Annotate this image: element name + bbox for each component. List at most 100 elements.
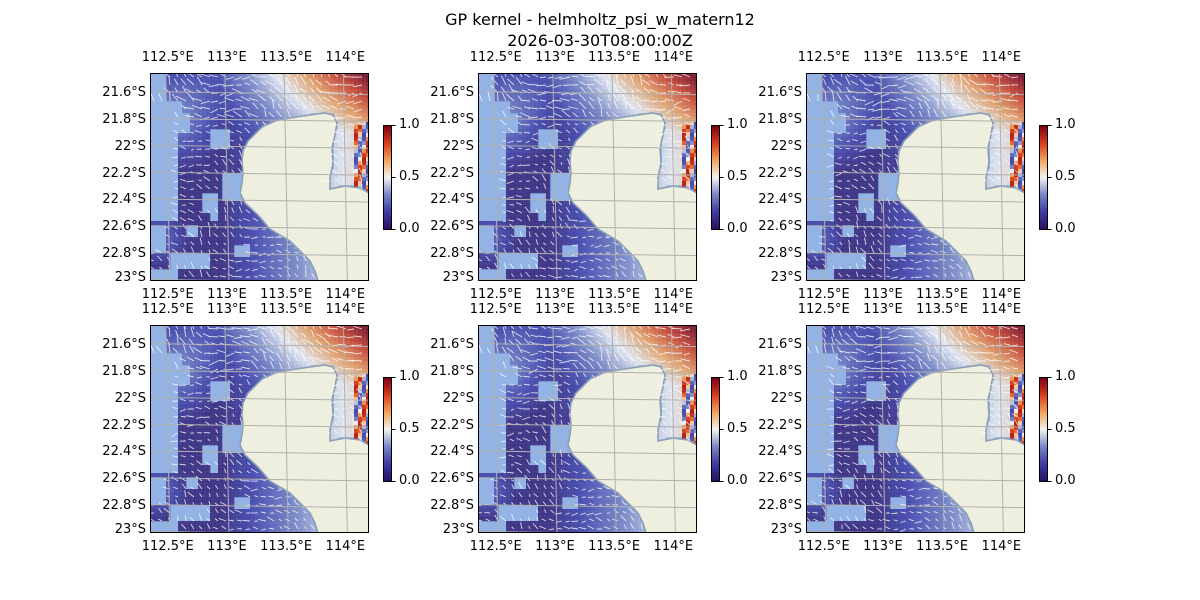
lat-tick-label: 22.8°S xyxy=(758,498,802,514)
lat-tick-label: 22°S xyxy=(442,138,474,154)
lon-tick-label-bottom: 113°E xyxy=(535,539,575,554)
lon-tick-label-top: 113°E xyxy=(863,50,903,65)
colorbar-tick-label: 0.0 xyxy=(1055,473,1076,488)
lon-tick-label-bottom: 114°E xyxy=(653,539,694,554)
lon-tick-label-bottom: 112.5°E xyxy=(141,287,194,302)
lon-tick-label-bottom: 114°E xyxy=(981,287,1022,302)
lon-tick-label-top: 113.5°E xyxy=(260,302,313,317)
lat-tick-label: 22°S xyxy=(770,390,802,406)
lat-tick-label: 22.6°S xyxy=(758,471,802,487)
lat-tick-label: 23°S xyxy=(770,270,802,285)
lat-tick-label: 21.8°S xyxy=(758,111,802,127)
map-frame xyxy=(806,325,1025,533)
lon-tick-label-bottom: 114°E xyxy=(653,287,694,302)
lon-tick-label-top: 114°E xyxy=(325,50,366,65)
lat-tick-label: 21.6°S xyxy=(430,85,474,101)
map-frame xyxy=(150,73,369,281)
lon-tick-label-top: 113.5°E xyxy=(260,50,313,65)
lat-tick-label: 21.8°S xyxy=(430,111,474,127)
panel-4-map xyxy=(150,325,369,533)
graticule xyxy=(150,73,369,281)
lon-tick-label-top: 113°E xyxy=(863,302,903,317)
colorbar-tick-label: 0.5 xyxy=(399,421,420,436)
lon-tick-label-bottom: 112.5°E xyxy=(797,539,850,554)
colorbar-tick-label: 1.0 xyxy=(399,117,420,132)
lat-tick-label: 23°S xyxy=(770,522,802,537)
graticule xyxy=(478,73,697,281)
colorbar-tick-label: 1.0 xyxy=(399,369,420,384)
lon-tick-label-top: 113°E xyxy=(535,302,575,317)
lat-tick-label: 22.2°S xyxy=(102,165,146,181)
graticule xyxy=(806,325,1025,533)
lon-tick-label-top: 112.5°E xyxy=(797,302,850,317)
panel-6-map xyxy=(806,325,1025,533)
colorbar-tick-label: 0.0 xyxy=(399,221,420,236)
map-frame xyxy=(806,73,1025,281)
land-mass xyxy=(895,364,1025,533)
colorbar-tick-label: 0.5 xyxy=(1055,169,1076,184)
lon-tick-label-top: 113°E xyxy=(207,50,247,65)
lat-tick-label: 22.4°S xyxy=(102,192,146,208)
colorbar-tick-label: 0.0 xyxy=(399,473,420,488)
lon-tick-label-bottom: 113.5°E xyxy=(588,539,641,554)
colorbar-tick-label: 0.0 xyxy=(727,473,748,488)
colorbar-tick-label: 0.0 xyxy=(1055,221,1076,236)
lat-tick-label: 22.2°S xyxy=(758,417,802,433)
lon-tick-label-bottom: 113°E xyxy=(207,539,247,554)
colorbar-tick-label: 0.5 xyxy=(1055,421,1076,436)
lat-tick-label: 22.2°S xyxy=(758,165,802,181)
lat-tick-label: 22.4°S xyxy=(102,444,146,460)
lat-tick-label: 22.8°S xyxy=(430,498,474,514)
colorbar xyxy=(383,125,396,230)
panel-2-map xyxy=(478,73,697,281)
lon-tick-label-top: 114°E xyxy=(653,50,694,65)
lon-tick-label-top: 113.5°E xyxy=(916,302,969,317)
lon-tick-label-bottom: 113.5°E xyxy=(916,287,969,302)
lon-tick-label-top: 113.5°E xyxy=(588,50,641,65)
lat-tick-label: 22.4°S xyxy=(430,192,474,208)
lon-tick-label-bottom: 113°E xyxy=(535,287,575,302)
panel-3-map xyxy=(806,73,1025,281)
land-mass xyxy=(567,112,697,281)
panel-5-map xyxy=(478,325,697,533)
lon-tick-label-bottom: 114°E xyxy=(325,287,366,302)
lat-tick-label: 22.2°S xyxy=(430,165,474,181)
lat-tick-label: 21.6°S xyxy=(430,337,474,353)
lat-tick-label: 22.2°S xyxy=(430,417,474,433)
lat-tick-label: 22.8°S xyxy=(102,246,146,262)
lon-tick-label-top: 113.5°E xyxy=(916,50,969,65)
lat-tick-label: 22.6°S xyxy=(758,219,802,235)
colorbar-tick-label: 0.5 xyxy=(727,421,748,436)
colorbar xyxy=(383,377,396,482)
lon-tick-label-top: 112.5°E xyxy=(141,302,194,317)
colorbar-tick-label: 1.0 xyxy=(727,369,748,384)
lat-tick-label: 21.6°S xyxy=(758,337,802,353)
lon-tick-label-top: 112.5°E xyxy=(469,50,522,65)
lat-tick-label: 22°S xyxy=(114,390,146,406)
lon-tick-label-bottom: 113°E xyxy=(207,287,247,302)
colorbar xyxy=(1039,125,1052,230)
map-frame xyxy=(478,73,697,281)
colorbar xyxy=(711,377,724,482)
lat-tick-label: 21.8°S xyxy=(430,363,474,379)
velocity-vectors xyxy=(806,73,1019,280)
lon-tick-label-bottom: 114°E xyxy=(981,539,1022,554)
colorbar-tick-label: 1.0 xyxy=(1055,117,1076,132)
lat-tick-label: 22°S xyxy=(442,390,474,406)
lon-tick-label-top: 114°E xyxy=(981,50,1022,65)
lon-tick-label-bottom: 112.5°E xyxy=(469,287,522,302)
colorbar-tick-label: 1.0 xyxy=(1055,369,1076,384)
lat-tick-label: 21.6°S xyxy=(102,85,146,101)
lat-tick-label: 22.2°S xyxy=(102,417,146,433)
lon-tick-label-bottom: 113.5°E xyxy=(588,287,641,302)
lat-tick-label: 23°S xyxy=(114,270,146,285)
land-mass xyxy=(239,112,369,281)
lat-tick-label: 22°S xyxy=(114,138,146,154)
lon-tick-label-bottom: 113.5°E xyxy=(916,539,969,554)
lat-tick-label: 22.8°S xyxy=(758,246,802,262)
lon-tick-label-bottom: 112.5°E xyxy=(797,287,850,302)
lon-tick-label-top: 113°E xyxy=(207,302,247,317)
colorbar xyxy=(1039,377,1052,482)
lat-tick-label: 21.6°S xyxy=(758,85,802,101)
